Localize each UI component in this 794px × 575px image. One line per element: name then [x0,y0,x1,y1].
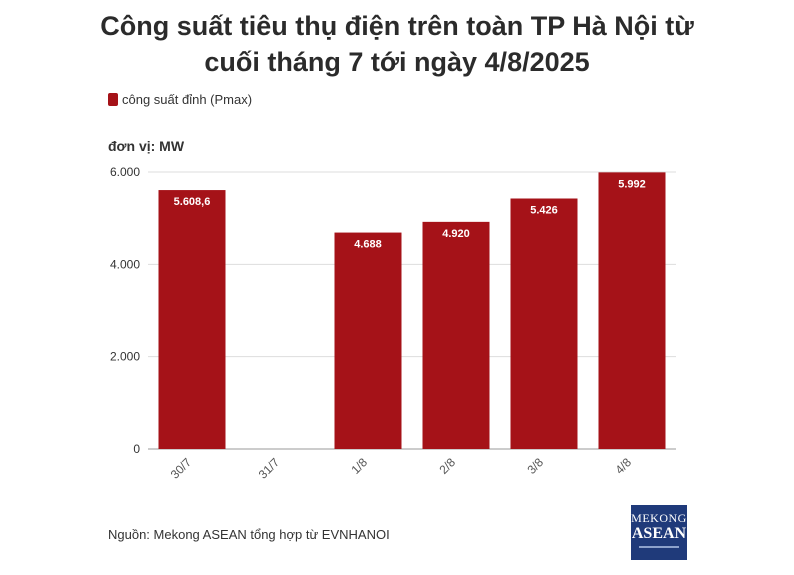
bar-value-label: 5.426 [530,204,558,216]
bar-value-label: 5.992 [618,178,646,190]
unit-label: đơn vị: MW [108,138,185,154]
chart-title: Công suất tiêu thụ điện trên toàn TP Hà … [100,11,694,77]
y-tick-label: 0 [133,442,140,456]
x-tick-label: 30/7 [168,455,195,482]
bar [158,190,226,449]
x-tick-label: 31/7 [256,455,283,482]
x-tick-label: 3/8 [524,455,546,477]
y-tick-label: 2.000 [110,350,140,364]
source-note: Nguồn: Mekong ASEAN tổng hợp từ EVNHANOI [108,527,390,542]
bar-value-label: 4.688 [354,239,382,251]
logo-rule [639,546,679,548]
bar [598,172,666,450]
bar [334,232,402,449]
logo-line-2: ASEAN [631,525,687,542]
x-tick-label: 4/8 [612,455,634,477]
x-tick-label: 2/8 [436,455,458,477]
y-tick-label: 6.000 [110,165,140,179]
legend-swatch [108,93,118,106]
logo-line-1: MEKONG [631,511,687,525]
legend: công suất đỉnh (Pmax) [108,92,252,107]
bar [510,198,578,449]
bar-value-label: 4.920 [442,228,470,240]
y-tick-label: 4.000 [110,257,140,271]
x-tick-label: 1/8 [348,455,370,477]
bar [422,221,490,449]
mekong-asean-logo: MEKONG ASEAN [631,505,687,560]
bar-value-label: 5.608,6 [174,196,211,208]
legend-label: công suất đỉnh (Pmax) [122,92,253,107]
